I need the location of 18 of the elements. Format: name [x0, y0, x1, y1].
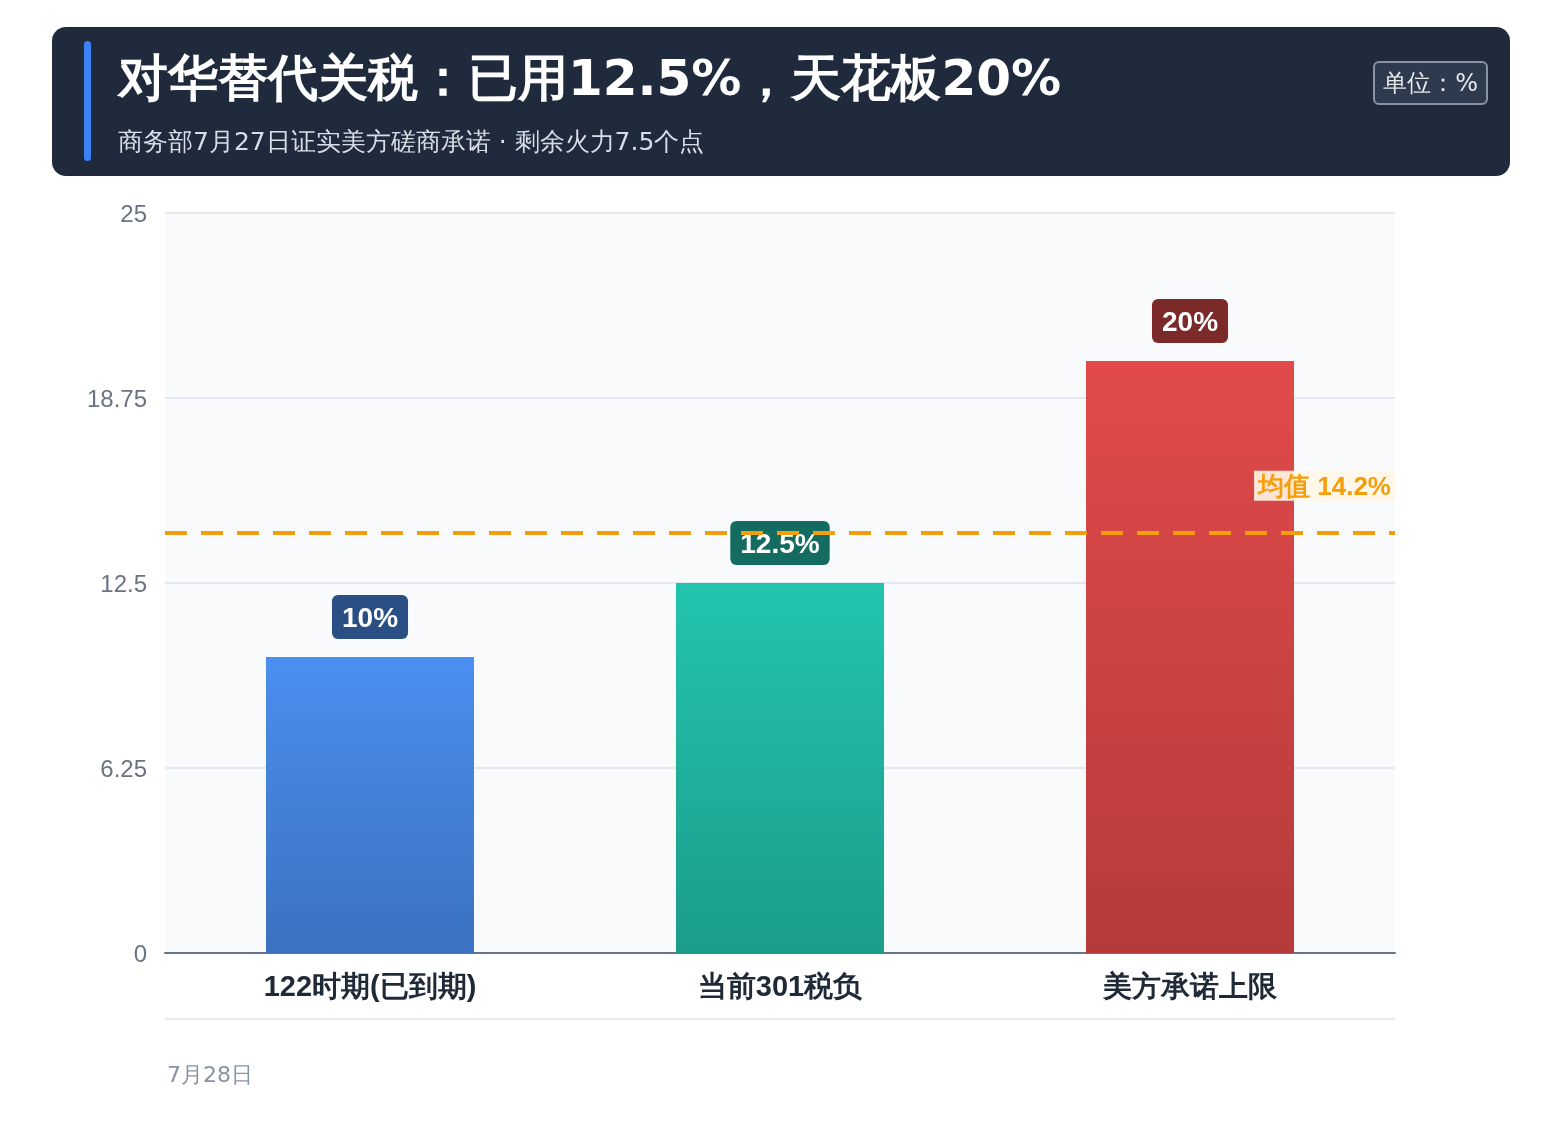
y-tick-label: 18.75	[86, 384, 147, 412]
chart-subtitle: 商务部7月27日证实美方磋商承诺 · 剩余火力7.5个点	[118, 126, 705, 158]
bar	[676, 583, 884, 953]
text: 单位：%	[1373, 61, 1488, 105]
data-label: 10%	[341, 601, 399, 633]
y-tick-label: 6.25	[100, 754, 147, 782]
text: 7月28日	[167, 1061, 253, 1089]
x-tick-label: 美方承诺上限	[1102, 969, 1278, 1002]
x-tick-label: 当前301税负	[697, 969, 864, 1002]
x-tick-label: 122时期(已到期)	[263, 969, 477, 1002]
y-tick-label: 25	[120, 199, 147, 227]
data-label: 20%	[1161, 305, 1219, 337]
data-label: 12.5%	[740, 527, 820, 559]
ref-line-label: 均值 14.2%	[1256, 470, 1391, 501]
y-tick-label: 0	[133, 939, 147, 967]
chart-title: 对华替代关税：已用12.5%，天花板20%	[118, 48, 1062, 109]
bar	[266, 657, 474, 953]
y-tick-label: 12.5	[100, 569, 147, 597]
